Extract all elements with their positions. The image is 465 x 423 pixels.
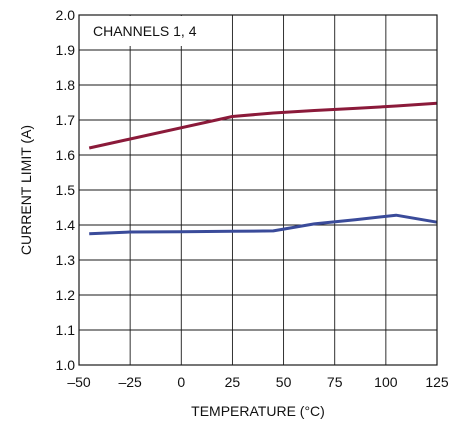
x-tick-label: 100 (374, 374, 398, 390)
y-tick-label: 2.0 (56, 7, 76, 23)
x-tick-label: 125 (425, 374, 449, 390)
x-tick-labels: –50 –25 0 25 50 75 100 125 (67, 374, 449, 390)
y-tick-label: 1.8 (56, 77, 76, 93)
x-tick-label: 25 (225, 374, 241, 390)
x-tick-label: 75 (327, 374, 343, 390)
y-axis-label: CURRENT LIMIT (A) (18, 125, 34, 255)
y-tick-label: 1.5 (56, 182, 76, 198)
data-series (88, 101, 438, 236)
y-tick-label: 1.0 (56, 357, 76, 373)
x-tick-label: 0 (177, 374, 185, 390)
x-tick-label: –50 (67, 374, 91, 390)
series-line-2 (89, 213, 438, 236)
y-tick-label: 1.6 (56, 147, 76, 163)
y-tick-label: 1.2 (56, 287, 76, 303)
y-tick-label: 1.4 (56, 217, 76, 233)
y-tick-labels: 1.0 1.1 1.2 1.3 1.4 1.5 1.6 1.7 1.8 1.9 2.0 (56, 7, 76, 373)
x-axis-label: TEMPERATURE (°C) (191, 403, 325, 419)
y-tick-label: 1.1 (56, 322, 76, 338)
y-tick-label: 1.9 (56, 42, 76, 58)
annotation-background (80, 16, 218, 46)
series-line-1 (88, 101, 438, 150)
y-tick-label: 1.3 (56, 252, 76, 268)
x-tick-label: –25 (118, 374, 142, 390)
plot-frame (78, 14, 438, 366)
x-tick-label: 50 (276, 374, 292, 390)
y-tick-label: 1.7 (56, 112, 76, 128)
channels-annotation: CHANNELS 1, 4 (93, 23, 197, 39)
grid-lines (79, 15, 437, 365)
